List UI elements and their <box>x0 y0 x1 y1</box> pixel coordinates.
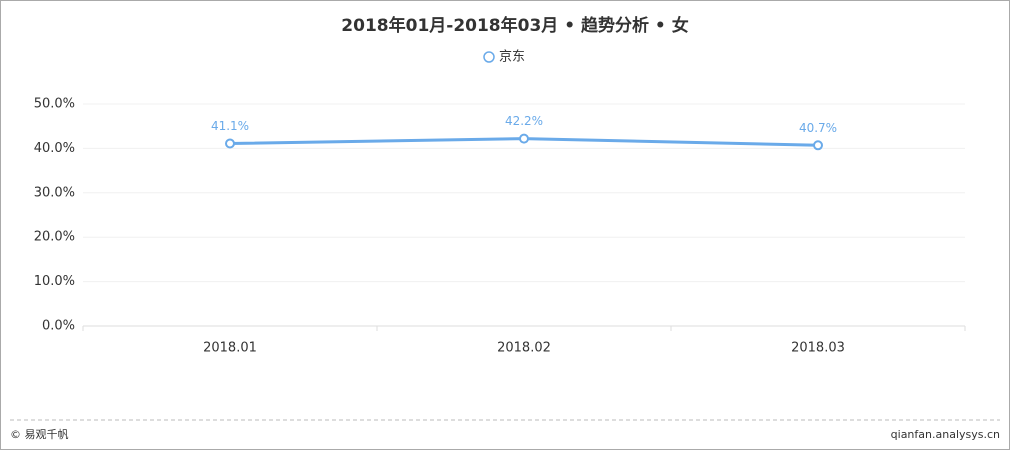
x-tick-label: 2018.03 <box>791 341 845 356</box>
footer-right: qianfan.analysys.cn <box>891 428 1000 441</box>
legend-icon <box>483 51 495 63</box>
data-label: 40.7% <box>799 121 837 135</box>
footer-left: © 易观千帆 <box>10 427 69 441</box>
y-tick-label: 20.0% <box>34 230 75 245</box>
point <box>225 138 235 149</box>
data-label: 42.2% <box>505 114 543 128</box>
legend-label: 京东 <box>499 50 525 65</box>
y-tick-label: 10.0% <box>34 274 75 289</box>
y-tick-label: 50.0% <box>34 97 75 112</box>
point <box>519 133 529 144</box>
y-tick-label: 30.0% <box>34 185 75 200</box>
data-label: 41.1% <box>211 119 249 133</box>
chart-title: 2018年01月-2018年03月 • 趋势分析 • 女 <box>341 15 688 36</box>
y-tick-label: 0.0% <box>42 319 75 334</box>
x-tick-label: 2018.01 <box>203 341 257 356</box>
y-tick-label: 40.0% <box>34 141 75 156</box>
x-tick-label: 2018.02 <box>497 341 551 356</box>
point <box>813 140 823 151</box>
